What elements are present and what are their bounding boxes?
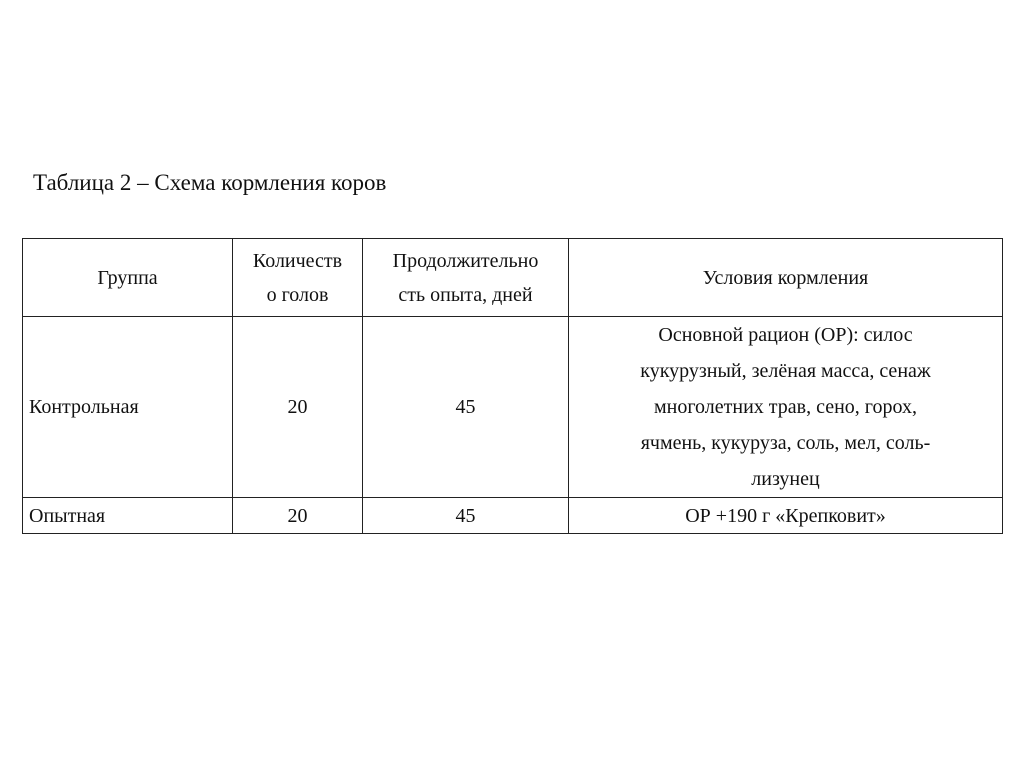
cell-count: 20 [232, 316, 363, 498]
cell-group: Контрольная [22, 316, 233, 498]
conditions-line: ОР +190 г «Крепковит» [685, 504, 886, 527]
cell-group: Опытная [22, 497, 233, 534]
header-text: Группа [97, 266, 158, 289]
header-text: Условия кормления [702, 266, 869, 289]
conditions-line: кукурузный, зелёная масса, сенаж [640, 360, 931, 382]
table-caption: Таблица 2 – Схема кормления коров [33, 170, 387, 195]
header-text: Количеств [252, 249, 343, 272]
cell-duration: 45 [362, 316, 569, 498]
cell-conditions: ОР +190 г «Крепковит» [568, 497, 1003, 534]
header-group: Группа [22, 238, 233, 317]
header-text: о голов [266, 283, 329, 306]
conditions-line: Основной рацион (ОР): силос [658, 324, 913, 346]
header-duration: Продолжительно сть опыта, дней [362, 238, 569, 317]
header-count: Количеств о голов [232, 238, 363, 317]
header-text: Продолжительно [392, 249, 539, 272]
table-header-row: Группа Количеств о голов Продолжительно ст… [22, 238, 1003, 317]
feeding-scheme-table: Группа Количеств о голов Продолжительно ст… [22, 238, 1003, 534]
conditions-line: многолетних трав, сено, горох, [653, 396, 918, 418]
table-row: Опытная 20 45 ОР +190 г «Крепковит» [22, 497, 1003, 534]
conditions-line: ячмень, кукуруза, соль, мел, соль- [640, 432, 931, 454]
header-conditions: Условия кормления [568, 238, 1003, 317]
cell-count: 20 [232, 497, 363, 534]
cell-conditions: Основной рацион (ОР): силос кукурузный, … [568, 316, 1003, 498]
conditions-line: лизунец [751, 468, 820, 490]
header-text: сть опыта, дней [398, 283, 533, 306]
cell-duration: 45 [362, 497, 569, 534]
table-row: Контрольная 20 45 Основной рацион (ОР): … [22, 316, 1003, 498]
